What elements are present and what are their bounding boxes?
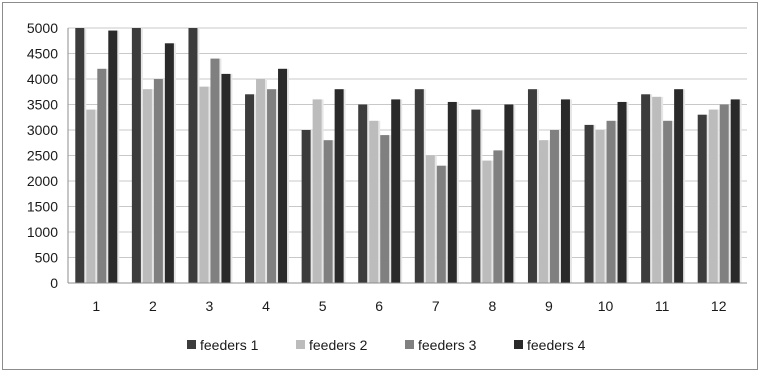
- bar: [323, 140, 333, 283]
- y-tick-label: 4500: [27, 46, 58, 62]
- y-tick-label: 500: [35, 250, 59, 266]
- bar: [221, 73, 231, 284]
- y-tick-label: 4000: [27, 71, 58, 87]
- bar: [641, 94, 651, 283]
- legend-label: feeders 2: [309, 337, 368, 353]
- bar: [153, 79, 163, 283]
- bar: [538, 140, 548, 283]
- bar: [560, 99, 570, 284]
- legend-label: feeders 4: [527, 337, 586, 353]
- bar: [617, 101, 627, 283]
- x-tick-label: 1: [92, 298, 100, 314]
- legend: feeders 1 feeders 2 feeders 3 feeders 4: [187, 337, 586, 353]
- bar: [606, 120, 616, 283]
- bar: [493, 150, 503, 283]
- y-tick-label: 3500: [27, 97, 58, 113]
- bar: [164, 43, 174, 283]
- legend-label: feeders 1: [200, 337, 259, 353]
- x-tick-label: 12: [711, 298, 727, 314]
- bar: [142, 89, 152, 283]
- x-tick-label: 10: [598, 298, 614, 314]
- bar: [482, 160, 492, 283]
- bar: [188, 28, 198, 283]
- bar: [595, 130, 605, 283]
- bar: [652, 96, 662, 283]
- y-tick-label: 1000: [27, 224, 58, 240]
- bar: [708, 109, 718, 283]
- bar: [504, 104, 514, 283]
- bar: [663, 120, 673, 283]
- x-tick-label: 9: [545, 298, 553, 314]
- bar: [719, 104, 729, 283]
- bar: [334, 89, 344, 283]
- bar: [549, 130, 559, 283]
- y-tick-label: 2000: [27, 173, 58, 189]
- bar: [278, 68, 288, 283]
- bar: [86, 109, 96, 283]
- bar: [369, 120, 379, 283]
- bar: [75, 28, 85, 283]
- x-tick-label: 2: [149, 298, 157, 314]
- legend-label: feeders 3: [418, 337, 477, 353]
- bar: [674, 89, 684, 283]
- x-tick-label: 8: [488, 298, 496, 314]
- bar: [527, 89, 537, 283]
- bar: [245, 94, 255, 283]
- bar: [199, 86, 209, 284]
- x-tick-label: 11: [655, 298, 670, 314]
- x-tick-label: 4: [262, 298, 270, 314]
- bar: [312, 99, 322, 284]
- bar: [358, 104, 368, 283]
- legend-swatch: [405, 340, 414, 349]
- y-tick-label: 3000: [27, 122, 58, 138]
- bar: [697, 114, 707, 283]
- bar: [471, 109, 481, 283]
- bar: [256, 79, 266, 283]
- x-tick-label: 7: [432, 298, 440, 314]
- bar: [414, 89, 424, 283]
- y-tick-label: 1500: [27, 199, 58, 215]
- bar: [267, 89, 277, 283]
- bar: [584, 124, 594, 284]
- bar: [97, 68, 107, 283]
- bar: [108, 30, 118, 283]
- bar: [391, 99, 401, 284]
- legend-swatch: [514, 340, 523, 349]
- bar: [730, 99, 740, 284]
- y-tick-label: 5000: [27, 20, 58, 36]
- legend-swatch: [187, 340, 196, 349]
- x-tick-label: 5: [319, 298, 327, 314]
- bar: [425, 155, 435, 283]
- bar: [131, 28, 141, 283]
- bar: [210, 58, 220, 283]
- x-tick-label: 3: [206, 298, 214, 314]
- legend-swatch: [296, 340, 305, 349]
- bar: [380, 135, 390, 283]
- axes: 0 500 1000 1500 2000 2500 3000 3500 4000 4500 5000…: [27, 20, 747, 314]
- y-tick-label: 2500: [27, 148, 58, 164]
- bars: [75, 28, 742, 284]
- y-tick-label: 0: [50, 275, 58, 291]
- x-tick-label: 6: [375, 298, 383, 314]
- bar: [447, 101, 457, 283]
- bar: [436, 165, 446, 283]
- bar: [301, 130, 311, 283]
